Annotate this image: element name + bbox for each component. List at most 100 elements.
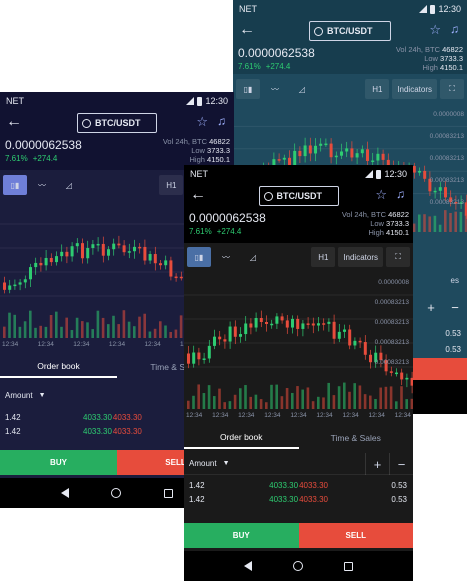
time-tick: 12:34 [238, 412, 254, 419]
amount-header[interactable]: Amount ▼ + − [184, 453, 413, 475]
change-pct: 7.61% [189, 227, 212, 236]
candle-body [314, 146, 317, 154]
bell-icon[interactable]: ♫ [396, 187, 405, 201]
high-value: 4150.1 [386, 228, 409, 237]
fullscreen-icon[interactable]: ⛶ [386, 247, 410, 267]
nav-home-icon[interactable] [111, 488, 121, 498]
nav-recents-icon[interactable] [164, 489, 173, 498]
bell-icon[interactable]: ♫ [450, 22, 459, 36]
carrier-label: NET [239, 4, 257, 14]
minus-button[interactable]: − [389, 453, 413, 475]
volume-bar [34, 328, 37, 338]
candle-body [91, 244, 94, 248]
tab-order-book[interactable]: Order book [184, 427, 299, 449]
arrow-left-icon[interactable]: ← [190, 186, 206, 204]
high-label: High [190, 155, 205, 164]
back-sell-fragment[interactable] [407, 358, 467, 380]
volume-bar [197, 384, 200, 409]
volume-bar [143, 314, 146, 338]
orderbook-row[interactable]: 1.42 4033.30 4033.30 0.53 [184, 478, 413, 492]
trade-buttons: BUY SELL [184, 523, 413, 548]
candle-body [361, 149, 364, 153]
volume-bar [405, 399, 408, 409]
ask-price: 4033.30 [113, 413, 142, 422]
price-label: 0.00083213 [375, 313, 409, 333]
pair-search[interactable]: BTC/USDT [259, 186, 339, 206]
ask-price: 4033.30 [299, 481, 328, 490]
volume-bar [13, 315, 16, 338]
candle-body [29, 267, 32, 279]
plus-button[interactable]: + [365, 453, 389, 475]
candle-body [223, 339, 226, 341]
nav-home-icon[interactable] [293, 561, 303, 571]
signal-icon [186, 97, 194, 105]
candle-body [319, 144, 322, 146]
candle-body [405, 378, 408, 380]
timeframe-button[interactable]: H1 [159, 175, 183, 195]
indicators-button[interactable]: Indicators [392, 79, 437, 99]
candlestick-icon[interactable]: ▯▮ [187, 247, 211, 267]
volume-bar [239, 388, 242, 409]
tab-time-sales[interactable]: Time & Sales [299, 427, 414, 449]
volume-bar [312, 401, 315, 409]
candle-body [291, 319, 294, 328]
candle-body [34, 263, 37, 267]
price-chart[interactable]: 0.0000008 0.00083213 0.00083213 0.000832… [184, 271, 413, 421]
area-chart-icon[interactable]: ◿ [57, 175, 81, 195]
candle-body [81, 243, 84, 258]
arrow-left-icon[interactable]: ← [6, 113, 22, 131]
candle-body [149, 254, 152, 260]
volume-bar [213, 396, 216, 409]
star-icon[interactable]: ☆ [375, 187, 387, 203]
star-icon[interactable]: ☆ [429, 22, 441, 38]
candle-body [411, 378, 413, 386]
line-chart-icon[interactable]: 〰 [30, 175, 54, 195]
volume-bar [128, 322, 131, 338]
buy-button[interactable]: BUY [184, 523, 299, 548]
volume-bar [348, 392, 351, 409]
minus-button[interactable]: − [443, 296, 467, 318]
arrow-left-icon[interactable]: ← [239, 21, 255, 39]
nav-back-icon[interactable] [61, 488, 69, 498]
sell-button[interactable]: SELL [299, 523, 414, 548]
area-chart-icon[interactable]: ◿ [290, 79, 314, 99]
candle-body [400, 373, 403, 380]
star-icon[interactable]: ☆ [196, 114, 208, 130]
candle-body [3, 283, 6, 290]
orderbook-row[interactable]: 1.42 4033.30 4033.30 0.53 [184, 492, 413, 506]
candle-body [244, 323, 247, 334]
buy-button[interactable]: BUY [0, 450, 117, 475]
volume-bar [3, 327, 6, 338]
candlestick-icon[interactable]: ▯▮ [236, 79, 260, 99]
indicators-button[interactable]: Indicators [338, 247, 383, 267]
volume-bar [390, 386, 393, 409]
candle-body [286, 320, 289, 327]
line-chart-icon[interactable]: 〰 [263, 79, 287, 99]
pair-search[interactable]: BTC/USDT [309, 21, 391, 41]
candle-body [102, 244, 105, 256]
volume-bar [138, 317, 141, 338]
volume-bar [50, 315, 53, 338]
pair-search[interactable]: BTC/USDT [77, 113, 157, 133]
price-axis-labels: 0.0000008 0.00083213 0.00083213 0.000832… [375, 273, 409, 373]
area-chart-icon[interactable]: ◿ [241, 247, 265, 267]
market-stats: Vol 24h, BTC 46822 Low 3733.3 High 4150.… [342, 210, 409, 237]
candle-body [413, 166, 416, 173]
candlestick-icon[interactable]: ▯▮ [3, 175, 27, 195]
candle-body [208, 346, 211, 359]
volume-bar [286, 388, 289, 409]
volume-bar [413, 224, 416, 232]
nav-recents-icon[interactable] [344, 562, 353, 571]
timeframe-button[interactable]: H1 [311, 247, 335, 267]
nav-back-icon[interactable] [244, 561, 252, 571]
candle-body [76, 243, 79, 246]
app-bar: ← BTC/USDT ☆ ♫ [233, 18, 467, 44]
plus-button[interactable]: + [419, 296, 443, 318]
volume-bar [460, 212, 463, 232]
bell-icon[interactable]: ♫ [217, 114, 226, 128]
timeframe-button[interactable]: H1 [365, 79, 389, 99]
volume-bar [418, 214, 421, 232]
tab-order-book[interactable]: Order book [0, 356, 117, 378]
fullscreen-icon[interactable]: ⛶ [440, 79, 464, 99]
line-chart-icon[interactable]: 〰 [214, 247, 238, 267]
